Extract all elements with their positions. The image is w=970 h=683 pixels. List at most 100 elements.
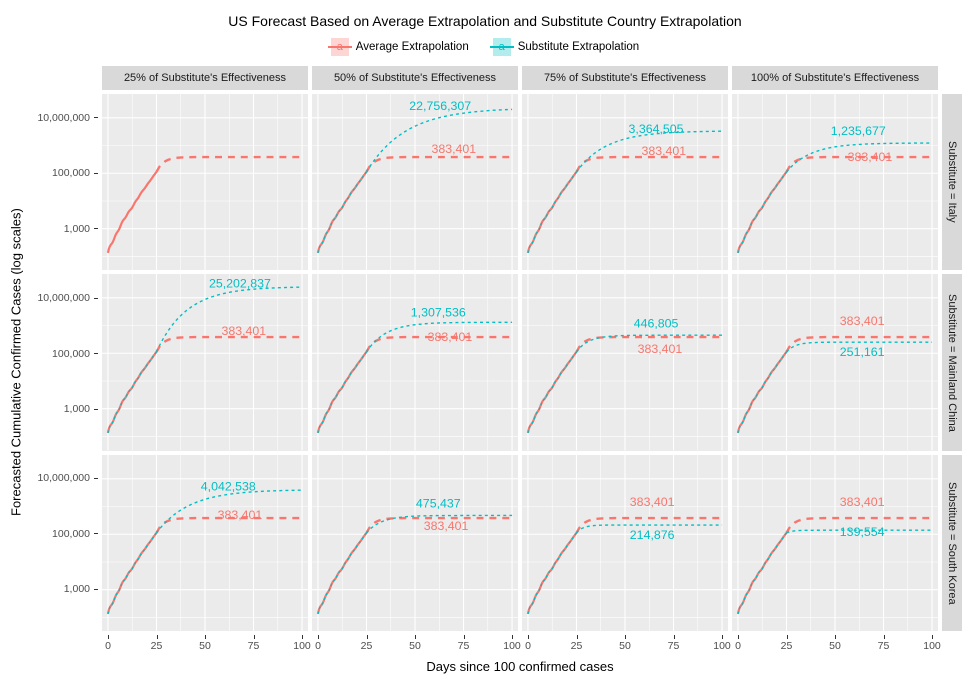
x-tick-label: 100 (503, 639, 521, 652)
average-extrapolation-curve (575, 155, 723, 173)
value-label-substitute: 251,161 (840, 345, 885, 359)
x-tick-mark (738, 634, 739, 639)
x-tick-mark (415, 634, 416, 639)
value-label-average: 383,401 (848, 150, 893, 164)
panel-plot-svg: 475,437 383,401 (312, 454, 518, 631)
x-tick-mark (463, 634, 465, 639)
panel-plot-svg: 22,756,307 383,401 (312, 94, 518, 271)
value-label-average: 383,401 (428, 330, 473, 344)
x-tick-mark (512, 634, 513, 639)
legend-label: Substitute Extrapolation (517, 41, 640, 53)
x-tick-label: 25 (780, 639, 793, 652)
value-label-substitute: 446,805 (634, 317, 679, 331)
x-tick-label: 50 (619, 639, 631, 652)
value-label-substitute: 214,876 (630, 528, 675, 542)
y-tick-mark (94, 588, 98, 590)
facet-row-strip: Substitute = South Korea (942, 454, 962, 631)
x-tick-label: 50 (199, 639, 211, 652)
value-label-average: 383,401 (641, 144, 686, 158)
x-tick-mark (366, 634, 368, 639)
x-tick-mark (253, 634, 255, 639)
x-axis-ticks: 0 25 50 75 100 (102, 634, 311, 653)
average-extrapolation-curve (785, 155, 933, 173)
value-label-substitute: 4,042,538 (201, 479, 256, 493)
average-extrapolation-curve (785, 336, 933, 353)
average-extrapolation-curve (155, 155, 303, 173)
substitute-extrapolation-curve (155, 286, 303, 353)
x-tick-label: 0 (105, 639, 111, 652)
panel-plot-svg (102, 94, 308, 271)
x-tick-mark (108, 634, 109, 639)
x-tick-label: 0 (735, 639, 741, 652)
value-label-substitute: 1,307,536 (411, 306, 466, 320)
y-tick-mark (94, 228, 98, 230)
x-tick-label: 75 (877, 639, 890, 652)
panel-plot-svg: 25,202,837 383,401 (102, 274, 308, 451)
substitute-observed-curve (317, 171, 367, 254)
substitute-extrapolation-curve (575, 130, 723, 173)
x-tick-mark (528, 634, 529, 639)
y-tick-mark (94, 533, 98, 535)
facet-column-strip: 50% of Substitute's Effectiveness (312, 66, 518, 90)
legend-key-glyph: a (336, 40, 343, 53)
facet-panel: 214,876 383,401 (522, 454, 728, 631)
value-label-substitute: 25,202,837 (209, 277, 271, 291)
average-extrapolation-curve (785, 516, 933, 534)
y-tick-label: 10,000,000 (37, 292, 90, 305)
facet-panel: 139,554 383,401 (732, 454, 938, 631)
facet-column-strip: 75% of Substitute's Effectiveness (522, 66, 728, 90)
panel-plot-svg: 139,554 383,401 (732, 454, 938, 631)
average-extrapolation-curve (155, 516, 303, 534)
x-tick-label: 100 (713, 639, 731, 652)
x-tick-mark (932, 634, 933, 639)
panel-plot-svg: 214,876 383,401 (522, 454, 728, 631)
substitute-observed-curve (317, 532, 367, 614)
substitute-observed-curve (527, 351, 577, 434)
value-label-substitute: 3,364,505 (629, 122, 684, 136)
x-tick-label: 75 (457, 639, 470, 652)
y-tick-label: 1,000 (63, 583, 90, 596)
facet-column-strip: 100% of Substitute's Effectiveness (732, 66, 938, 90)
y-axis-title: Forecasted Cumulative Confirmed Cases (l… (8, 208, 24, 517)
x-tick-mark (786, 634, 788, 639)
x-tick-label: 100 (923, 639, 941, 652)
value-label-average: 383,401 (424, 519, 469, 533)
x-tick-mark (205, 634, 206, 639)
x-tick-mark (883, 634, 885, 639)
x-axis-ticks: 0 25 50 75 100 (732, 634, 941, 653)
y-tick-label: 10,000,000 (37, 472, 90, 485)
y-tick-mark (94, 297, 98, 299)
facet-panel: 1,235,677 383,401 (732, 94, 938, 271)
x-tick-mark (318, 634, 319, 639)
substitute-observed-curve (317, 351, 367, 434)
substitute-observed-curve (527, 532, 577, 614)
substitute-observed-curve (737, 532, 787, 614)
legend-label: Average Extrapolation (355, 41, 469, 53)
facet-panel: 475,437 383,401 (312, 454, 518, 631)
value-label-substitute: 22,756,307 (409, 99, 471, 113)
y-axis-ticks: 10,000,000 100,000 1,000 (28, 94, 98, 270)
y-tick-mark (94, 353, 98, 355)
y-tick-label: 100,000 (52, 527, 90, 540)
panel-plot-svg: 446,805 383,401 (522, 274, 728, 451)
x-tick-label: 25 (360, 639, 373, 652)
substitute-observed-curve (107, 351, 157, 434)
average-extrapolation-curve (365, 155, 513, 173)
legend-item: a Substitute Extrapolation (489, 38, 640, 56)
legend-item: a Average Extrapolation (327, 38, 469, 56)
facet-panel: 446,805 383,401 (522, 274, 728, 451)
substitute-extrapolation-curve (155, 489, 303, 533)
y-tick-label: 1,000 (63, 403, 90, 416)
value-label-average: 383,401 (840, 314, 885, 328)
x-tick-label: 0 (525, 639, 531, 652)
substitute-extrapolation-curve (785, 142, 933, 173)
average-extrapolation-curve (365, 516, 513, 534)
average-extrapolation-curve (575, 336, 723, 353)
x-axis-title: Days since 100 confirmed cases (426, 658, 614, 674)
facet-grid: Forecasted Cumulative Confirmed Cases (l… (8, 66, 962, 679)
legend-key-line (327, 46, 352, 48)
legend-key-glyph: a (498, 40, 505, 53)
value-label-average: 383,401 (840, 495, 885, 509)
substitute-observed-curve (737, 351, 787, 434)
y-tick-mark (94, 117, 98, 119)
